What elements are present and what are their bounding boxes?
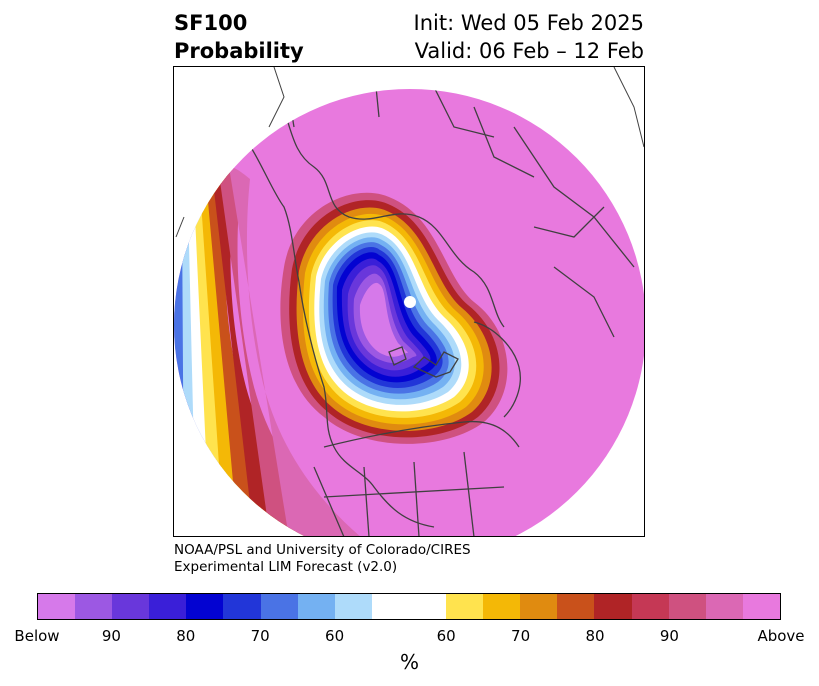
credit-block: NOAA/PSL and University of Colorado/CIRE… <box>174 542 471 576</box>
colorbar-tick-label: Below <box>14 627 60 645</box>
colorbar-segment <box>38 594 76 619</box>
init-date: Init: Wed 05 Feb 2025 <box>413 11 644 35</box>
colorbar-tick-label: 60 <box>436 627 456 645</box>
colorbar-tick-label: 70 <box>511 627 531 645</box>
pole-marker <box>404 296 416 308</box>
valid-date-range: Valid: 06 Feb – 12 Feb <box>414 39 644 63</box>
colorbar-segment <box>334 594 372 619</box>
colorbar-segment <box>705 594 743 619</box>
title-block: SF100 Probability <box>174 9 304 65</box>
title-line-1: SF100 <box>174 11 248 35</box>
colorbar <box>37 593 781 620</box>
colorbar-tick-label: 60 <box>325 627 345 645</box>
colorbar-segment <box>112 594 150 619</box>
colorbar-segment <box>446 594 484 619</box>
credit-line-2: Experimental LIM Forecast (v2.0) <box>174 559 398 575</box>
colorbar-tick-label: 70 <box>250 627 270 645</box>
colorbar-unit-label: % <box>399 650 419 674</box>
colorbar-segment <box>260 594 298 619</box>
colorbar-tick-label: Above <box>757 627 805 645</box>
colorbar-segment <box>742 594 780 619</box>
colorbar-tick-label: 90 <box>659 627 679 645</box>
colorbar-segment <box>631 594 669 619</box>
colorbar-segment <box>149 594 187 619</box>
colorbar-segment <box>223 594 261 619</box>
date-block: Init: Wed 05 Feb 2025 Valid: 06 Feb – 12… <box>414 9 644 65</box>
colorbar-segment <box>371 594 447 619</box>
colorbar-tick-label: 80 <box>176 627 196 645</box>
credit-line-1: NOAA/PSL and University of Colorado/CIRE… <box>174 542 471 558</box>
probability-map <box>174 67 644 536</box>
map-panel <box>173 66 645 537</box>
title-line-2: Probability <box>174 39 304 63</box>
colorbar-segment <box>297 594 335 619</box>
colorbar-tick-label: 80 <box>585 627 605 645</box>
colorbar-segment <box>557 594 595 619</box>
colorbar-segment <box>668 594 706 619</box>
colorbar-tick-label: 90 <box>101 627 121 645</box>
colorbar-segment <box>186 594 224 619</box>
colorbar-ticks: Below 90 80 70 60 60 70 80 90 Above <box>0 627 819 647</box>
colorbar-segment <box>483 594 521 619</box>
colorbar-segment <box>520 594 558 619</box>
outer-coastlines <box>175 67 644 238</box>
colorbar-segment <box>594 594 632 619</box>
colorbar-segment <box>75 594 113 619</box>
